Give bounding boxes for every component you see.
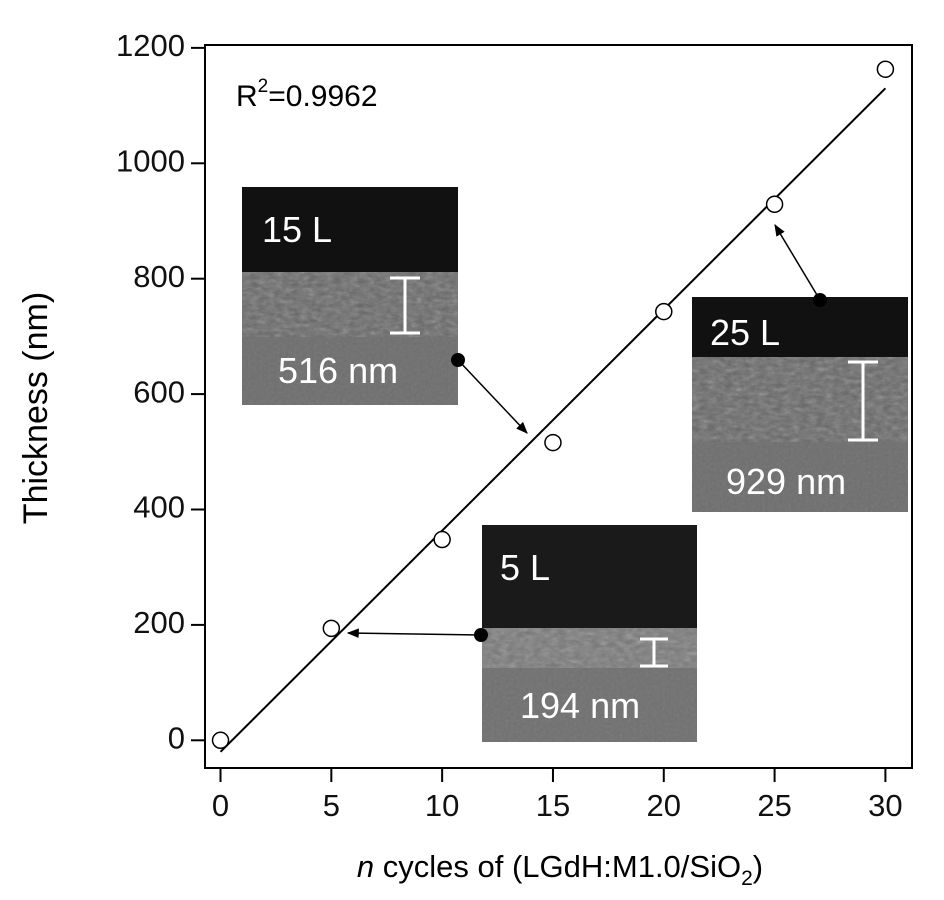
x-tick-label: 25 [757,788,791,823]
data-point [765,195,784,214]
inset-label: 5 L [500,547,550,588]
inset-label: 15 L [262,209,332,250]
y-tick-label: 600 [133,374,185,409]
data-point [433,530,451,549]
inset-arrow [774,223,827,307]
inset-arrow [451,353,528,434]
y-tick-label: 1200 [116,28,185,63]
inset-15l: 15 L 516 nm [242,187,458,405]
inset-25l: 25 L 929 nm [692,297,908,512]
inset-thickness: 516 nm [278,350,398,391]
x-axis-label: n cycles of (LGdH:M1.0/SiO2) [357,849,763,890]
y-tick-label: 200 [133,605,185,640]
plot-frame [204,44,913,769]
data-point [655,302,673,321]
x-tick-label: 5 [323,788,340,823]
inset-5l: 5 L 194 nm [482,525,697,742]
y-tick-label: 800 [133,259,185,294]
inset-thickness: 929 nm [726,461,846,502]
data-point [544,433,562,452]
x-tick-label: 20 [647,788,681,823]
x-tick-label: 15 [536,788,570,823]
data-point [876,60,895,78]
y-tick-label: 1000 [116,143,185,178]
inset-label: 25 L [710,312,780,353]
y-axis-label: Thickness (nm) [17,292,55,524]
x-tick-label: 0 [212,788,229,823]
inset-arrow [346,628,488,642]
x-tick-label: 10 [425,788,459,823]
y-tick-label: 400 [133,490,185,525]
inset-thickness: 194 nm [520,685,640,726]
data-point [322,619,341,638]
data-point [211,731,230,750]
r-squared: R2=0.9962 [236,76,378,113]
x-tick-label: 30 [868,788,902,823]
y-tick-label: 0 [168,720,185,755]
